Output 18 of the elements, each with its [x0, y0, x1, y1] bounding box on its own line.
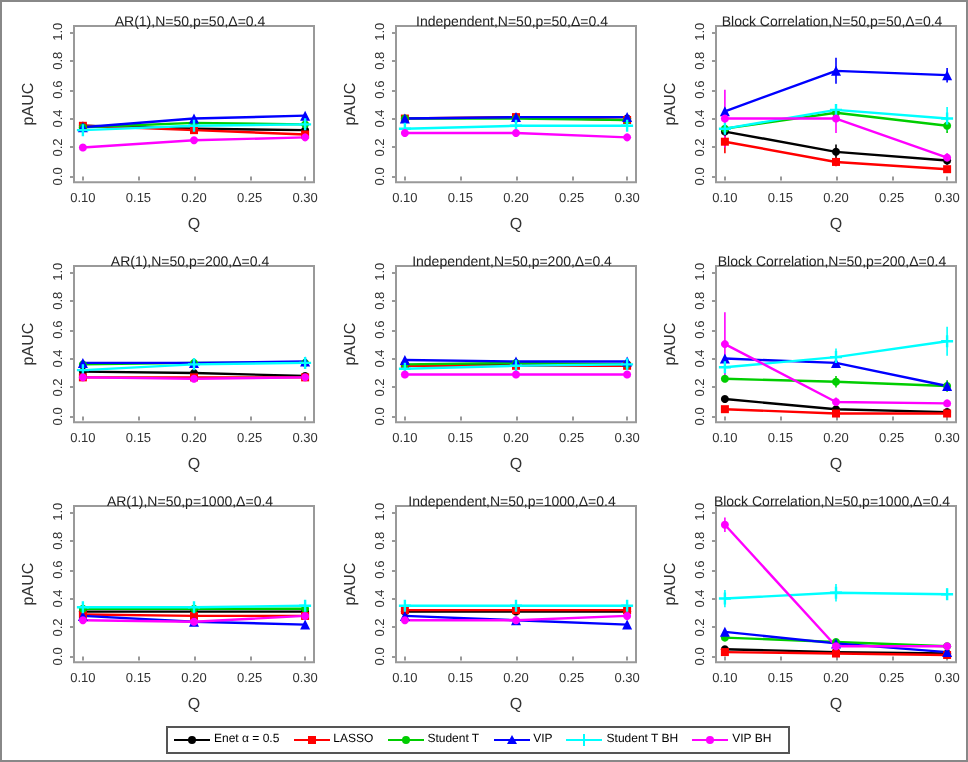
y-axis-title: pAUC	[340, 322, 358, 366]
y-axis-title: pAUC	[661, 322, 679, 366]
x-axis-title: Q	[829, 455, 843, 473]
y-axis-title: pAUC	[19, 82, 37, 126]
x-axis-title: Q	[508, 695, 522, 713]
x-axis-title: Q	[508, 455, 522, 473]
x-axis-title: Q	[187, 695, 201, 713]
x-axis-title: Q	[829, 695, 843, 713]
x-axis-title: Q	[187, 215, 201, 233]
y-axis-title: pAUC	[19, 322, 37, 366]
x-axis-title: Q	[187, 455, 201, 473]
x-axis-title: Q	[508, 215, 522, 233]
y-axis-title: pAUC	[340, 562, 358, 606]
y-axis-title: pAUC	[661, 82, 679, 126]
x-axis-title: Q	[829, 215, 843, 233]
y-axis-title: pAUC	[19, 562, 37, 606]
y-axis-title: pAUC	[340, 82, 358, 126]
y-axis-title: pAUC	[661, 562, 679, 606]
